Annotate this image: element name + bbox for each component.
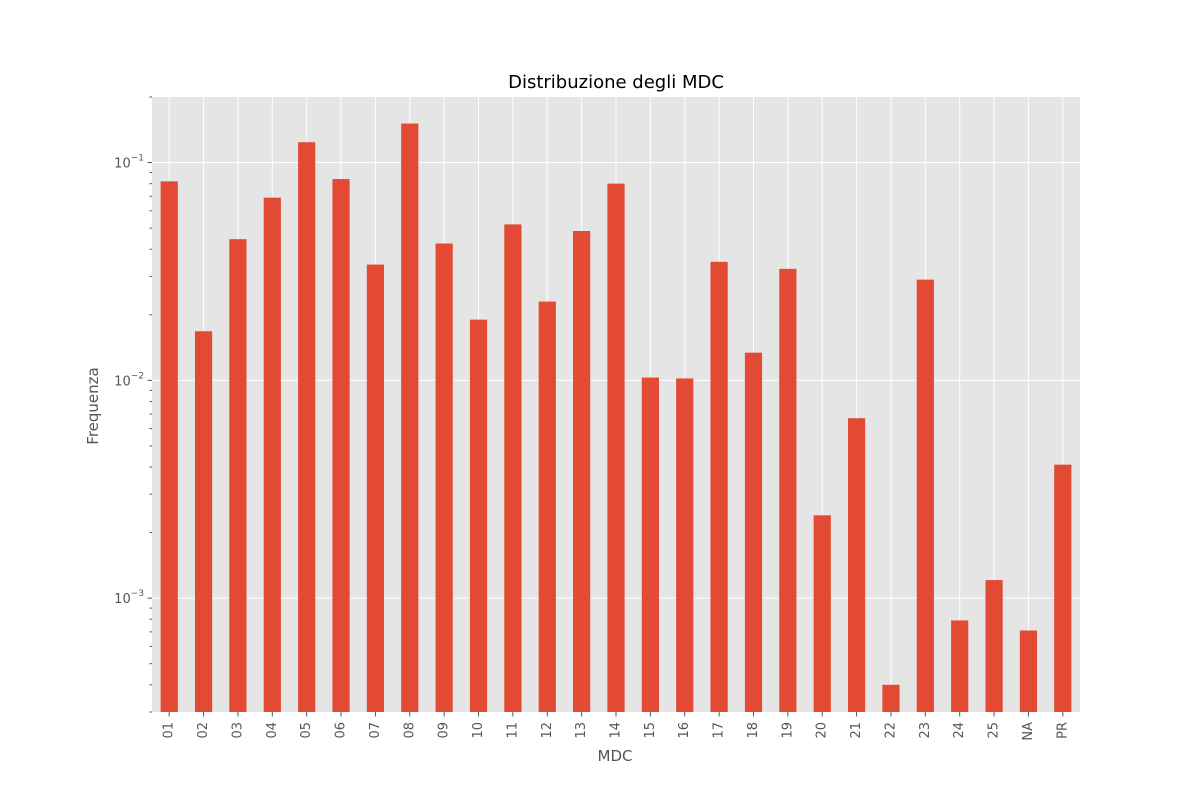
bars — [160, 123, 1072, 713]
bar-03 — [229, 239, 247, 713]
y-tick-label: 10−2 — [114, 371, 144, 389]
x-tick-label: 10 — [471, 722, 486, 739]
bar-16 — [676, 378, 694, 712]
x-tick-label: 24 — [952, 722, 967, 739]
x-tick-label: 16 — [677, 722, 692, 739]
x-tick-label: NA — [1021, 722, 1036, 741]
bar-24 — [951, 620, 969, 712]
bar-05 — [298, 142, 316, 712]
bar-02 — [194, 331, 213, 712]
bar-17 — [710, 261, 728, 712]
x-axis-label: MDC — [598, 747, 633, 765]
bar-PR — [1054, 464, 1072, 712]
bar-01 — [160, 181, 178, 712]
x-tick-label: 12 — [540, 722, 555, 739]
bar-04 — [263, 197, 281, 712]
bar-15 — [641, 377, 659, 712]
x-tick-label: 06 — [334, 722, 349, 739]
y-tick-label: 10−1 — [114, 154, 144, 172]
x-tick-label: 08 — [402, 722, 417, 739]
bar-12 — [538, 301, 556, 712]
x-tick-label: 03 — [230, 722, 245, 739]
x-tick-label: 05 — [299, 722, 314, 739]
bar-20 — [813, 515, 831, 712]
chart-title: Distribuzione degli MDC — [508, 72, 724, 93]
x-tick-label: 21 — [849, 722, 864, 739]
x-tick-label: 19 — [780, 722, 795, 739]
bar-18 — [744, 352, 763, 712]
bar-07 — [366, 264, 384, 712]
bar-NA — [1019, 630, 1038, 712]
bar-21 — [848, 418, 866, 712]
bar-19 — [779, 268, 797, 712]
x-tick-label: 04 — [265, 722, 280, 739]
x-tick-label: 01 — [162, 722, 177, 739]
x-tick-label: 18 — [746, 722, 761, 739]
bar-09 — [435, 243, 453, 713]
bar-10 — [469, 319, 488, 712]
x-axis-ticks: 01 02 03 04 05 06 07 08 09 10 11 12 13 14 15 16 17 18 19 20… — [162, 712, 1070, 741]
x-tick-label: 25 — [987, 722, 1002, 739]
x-tick-label: 13 — [574, 722, 589, 739]
x-tick-label: 17 — [712, 722, 727, 739]
x-tick-label: 22 — [883, 722, 898, 739]
x-tick-label: 23 — [918, 722, 933, 739]
y-axis-ticks: 10−3 10−2 10−1 — [114, 96, 152, 713]
bar-13 — [573, 230, 591, 713]
x-tick-label: 07 — [368, 722, 383, 739]
y-axis-label: Frequenza — [84, 367, 102, 444]
x-tick-label: PR — [1055, 722, 1070, 739]
bar-25 — [985, 580, 1003, 712]
bar-23 — [916, 279, 934, 712]
bar-08 — [401, 123, 419, 712]
x-tick-label: 02 — [196, 722, 211, 739]
x-tick-label: 20 — [815, 722, 830, 739]
bar-11 — [504, 224, 522, 712]
x-tick-label: 11 — [505, 722, 520, 739]
bar-06 — [332, 179, 350, 712]
x-tick-label: 09 — [437, 722, 452, 739]
x-tick-label: 15 — [643, 722, 658, 739]
bar-22 — [882, 684, 900, 712]
bar-14 — [607, 183, 625, 712]
y-tick-label: 10−3 — [114, 589, 144, 607]
x-tick-label: 14 — [609, 722, 624, 739]
